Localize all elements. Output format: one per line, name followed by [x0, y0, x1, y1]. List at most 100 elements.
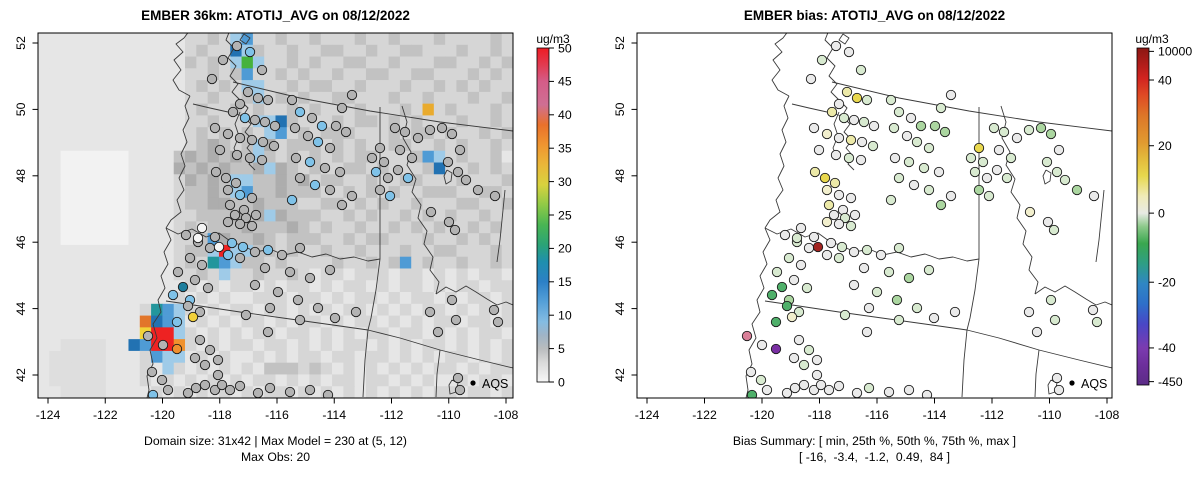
- raster-cell: [467, 221, 480, 234]
- raster-cell: [433, 350, 446, 364]
- raster-cell: [298, 327, 310, 340]
- station-point: [224, 199, 236, 211]
- raster-cell: [479, 150, 491, 163]
- raster-cell: [286, 162, 299, 175]
- raster-cell: [151, 91, 163, 104]
- raster-cell: [38, 80, 50, 93]
- raster-cell: [445, 233, 457, 246]
- raster-cell: [411, 233, 423, 246]
- raster-cell: [467, 174, 480, 187]
- raster-cell: [49, 127, 61, 140]
- station-point: [194, 306, 206, 318]
- x-tick-label: -116: [265, 408, 289, 422]
- raster-cell: [139, 374, 152, 387]
- raster-cell: [445, 138, 457, 152]
- station-point: [983, 190, 995, 202]
- station-point: [826, 106, 838, 118]
- raster-cell: [162, 256, 175, 269]
- station-point: [928, 312, 940, 324]
- raster-cell: [252, 362, 265, 375]
- raster-cell: [377, 339, 389, 352]
- raster-cell: [151, 174, 163, 187]
- raster-cell: [298, 80, 310, 93]
- raster-cell: [422, 56, 435, 69]
- raster-cell: [38, 68, 50, 81]
- raster-cell: [298, 33, 310, 46]
- raster-cell: [320, 268, 333, 281]
- station-point: [821, 184, 833, 196]
- raster-cell: [162, 315, 175, 328]
- raster-cell: [162, 374, 175, 387]
- raster-cell: [501, 244, 513, 258]
- station-point: [863, 382, 875, 394]
- raster-cell: [151, 103, 163, 116]
- raster-cell: [286, 44, 299, 57]
- raster-cell: [71, 233, 84, 246]
- raster-cell: [128, 174, 141, 187]
- raster-cell: [377, 280, 389, 293]
- station-point: [492, 316, 504, 328]
- station-point: [1053, 144, 1065, 156]
- raster-cell: [422, 233, 435, 246]
- raster-cell: [332, 280, 344, 293]
- raster-cell: [309, 91, 322, 104]
- station-point: [216, 379, 228, 391]
- raster-cell: [151, 233, 163, 246]
- station-point: [771, 266, 783, 278]
- colorbar-tick-label: 20: [1158, 139, 1172, 153]
- raster-cell: [241, 386, 254, 398]
- raster-cell: [332, 209, 344, 222]
- raster-cell: [207, 80, 220, 93]
- raster-cell: [377, 233, 389, 246]
- raster-cell: [117, 138, 129, 152]
- raster-cell: [173, 68, 186, 81]
- raster-cell: [264, 186, 276, 199]
- raster-cell: [139, 186, 152, 199]
- station-point: [829, 177, 841, 189]
- raster-cell: [422, 327, 435, 340]
- raster-cell: [275, 303, 288, 316]
- raster-cell: [173, 209, 186, 222]
- raster-cell: [252, 292, 265, 305]
- raster-cell: [185, 150, 197, 163]
- colorbar-tick-label: 15: [558, 275, 572, 289]
- station-point: [294, 314, 306, 326]
- station-point: [171, 343, 183, 355]
- raster-cell: [365, 268, 378, 281]
- raster-cell: [479, 233, 491, 246]
- raster-cell: [128, 91, 141, 104]
- raster-cell: [173, 80, 186, 93]
- raster-cell: [445, 91, 457, 104]
- raster-cell: [365, 162, 378, 175]
- raster-cell: [422, 197, 435, 210]
- station-point: [788, 274, 800, 286]
- raster-cell: [218, 256, 231, 269]
- raster-cell: [422, 280, 435, 293]
- raster-cell: [105, 56, 118, 69]
- station-point: [851, 92, 863, 104]
- raster-cell: [151, 56, 163, 69]
- raster-cell: [332, 174, 344, 187]
- station-point: [454, 144, 466, 156]
- colorbar-tick-label: 10: [558, 309, 572, 323]
- station-point: [189, 352, 201, 364]
- raster-cell: [456, 233, 469, 246]
- raster-cell: [422, 268, 435, 281]
- raster-cell: [411, 44, 423, 57]
- station-point: [1051, 372, 1063, 384]
- left-caption-line2: Max Obs: 20: [240, 450, 311, 464]
- raster-cell: [151, 327, 163, 340]
- raster-cell: [94, 374, 107, 387]
- raster-cell: [399, 44, 412, 57]
- raster-cell: [467, 280, 480, 293]
- raster-cell: [241, 339, 254, 352]
- left-panel-title: EMBER 36km: ATOTIJ_AVG on 08/12/2022: [141, 8, 410, 23]
- raster-cell: [298, 233, 310, 246]
- raster-cell: [399, 362, 412, 375]
- raster-cell: [467, 33, 480, 46]
- raster-cell: [252, 44, 265, 57]
- raster-cell: [38, 244, 50, 258]
- raster-cell: [490, 162, 503, 175]
- raster-cell: [275, 103, 288, 116]
- station-point: [893, 314, 905, 326]
